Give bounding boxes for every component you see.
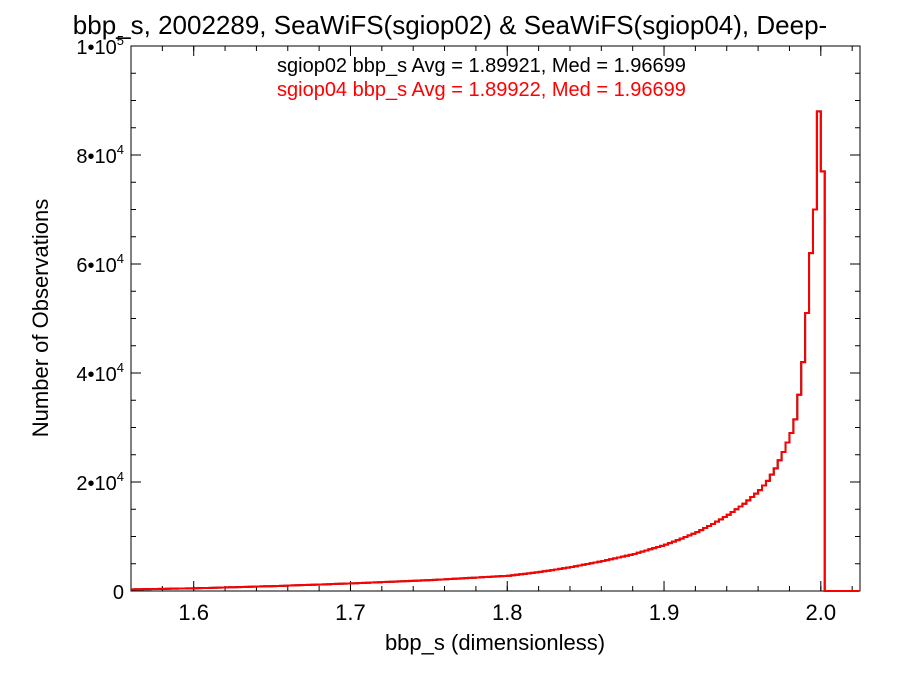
annotation-sgiop04: sgiop04 bbp_s Avg = 1.89922, Med = 1.966… [277, 79, 686, 101]
chart-title: bbp_s, 2002289, SeaWiFS(sgiop02) & SeaWi… [73, 10, 827, 40]
series-line-1 [131, 110, 859, 592]
histogram-series [131, 110, 859, 592]
x-tick-label: 1.8 [492, 600, 523, 625]
annotation-sgiop02: sgiop02 bbp_s Avg = 1.89921, Med = 1.966… [277, 55, 686, 77]
x-tick-label: 1.9 [649, 600, 680, 625]
plot-frame [130, 45, 861, 592]
axis-ticks [130, 45, 860, 592]
x-tick-labels: 1.6 1.7 1.8 1.9 2.0 [178, 600, 836, 625]
y-axis-label: Number of Observations [28, 199, 53, 437]
series-line-0 [131, 110, 859, 592]
y-tick-label: 1•105 [76, 33, 124, 59]
x-tick-label: 1.6 [178, 600, 209, 625]
y-tick-label: 6•104 [76, 251, 124, 277]
y-tick-label: 8•104 [76, 142, 124, 168]
x-tick-label: 2.0 [806, 600, 837, 625]
x-axis-label: bbp_s (dimensionless) [385, 630, 605, 655]
y-tick-labels: 0 2•104 4•104 6•104 8•104 1•105 [76, 33, 124, 604]
y-tick-label: 4•104 [76, 360, 124, 386]
y-tick-label: 0 [113, 582, 124, 604]
y-tick-label: 2•104 [76, 469, 124, 495]
x-tick-label: 1.7 [335, 600, 366, 625]
